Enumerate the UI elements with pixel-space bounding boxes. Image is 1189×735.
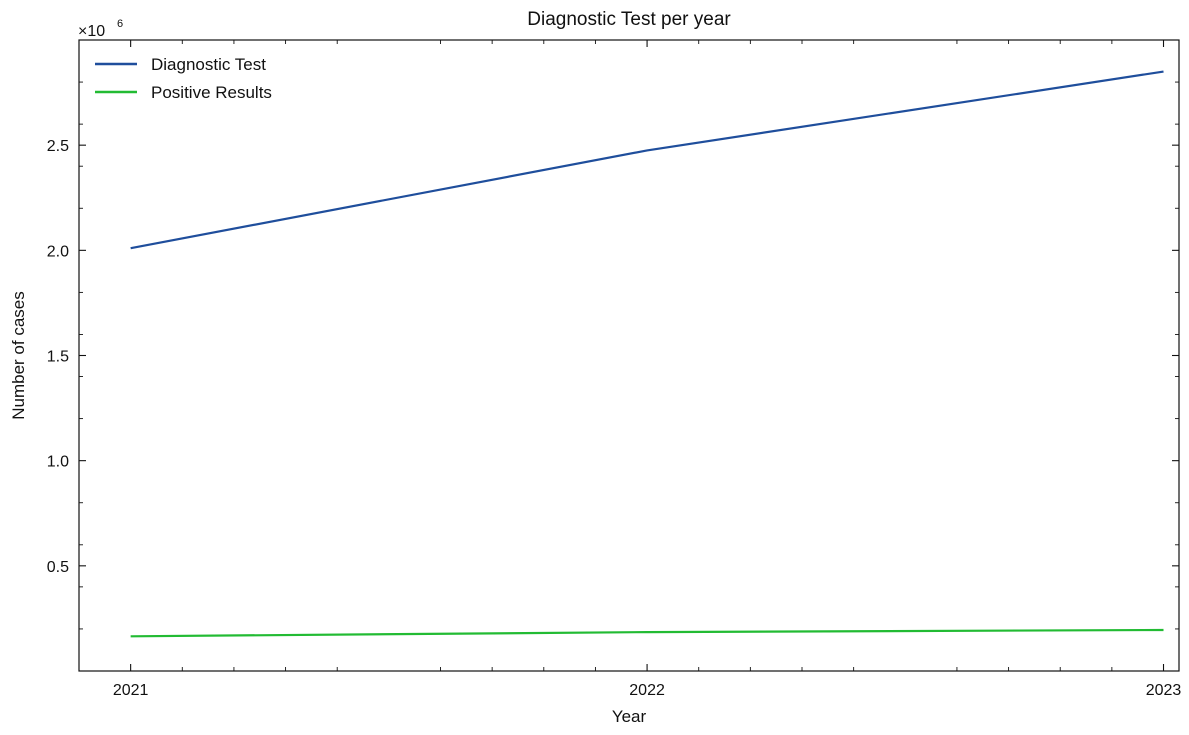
- series-line-diagnostic-test: [130, 70, 1164, 250]
- y-tick-label: 1.0: [47, 454, 69, 471]
- y-tick-label: 2.0: [47, 243, 69, 260]
- series-layer: [130, 70, 1164, 638]
- y-tick-label: 2.5: [47, 138, 69, 155]
- y-tick-label: 1.5: [47, 349, 69, 366]
- y-axis-offset: ×10 6: [78, 18, 123, 40]
- y-offset-base: ×10: [78, 23, 105, 40]
- x-tick-label: 2022: [629, 682, 665, 699]
- chart-title: Diagnostic Test per year: [527, 9, 731, 30]
- legend-label-positive-results: Positive Results: [151, 83, 272, 102]
- x-tick-label: 2023: [1146, 682, 1182, 699]
- y-offset-exponent: 6: [117, 18, 123, 30]
- y-axis-title: Number of cases: [9, 291, 28, 420]
- series-line-positive-results: [130, 628, 1164, 638]
- ticks-layer: 0.5 1.0 1.5 2.0 2.5 2021 2022 2023: [47, 40, 1182, 699]
- x-axis-title: Year: [612, 707, 647, 726]
- plot-frame: [78, 39, 1180, 672]
- legend: Diagnostic Test Positive Results: [95, 55, 272, 102]
- x-tick-label: 2021: [113, 682, 149, 699]
- legend-label-diagnostic-test: Diagnostic Test: [151, 55, 266, 74]
- y-tick-label: 0.5: [47, 559, 69, 576]
